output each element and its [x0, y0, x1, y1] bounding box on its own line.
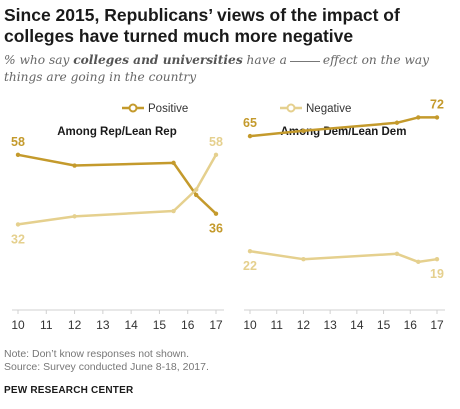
- panel1-series-positive-point: [171, 160, 176, 166]
- panel1-series-negative-point: [213, 152, 219, 158]
- source-text: Source: Survey conducted June 8-18, 2017…: [4, 361, 209, 373]
- panel1-x-tick-label-17: 17: [209, 318, 223, 332]
- panel1-series-negative-point: [171, 208, 176, 214]
- panel2-series-negative-line: [249, 249, 438, 264]
- panel2-x-tick-label-13: 13: [323, 318, 337, 332]
- panel2-x-tick-label-10: 10: [243, 318, 257, 332]
- panel2-series-positive-point: [247, 133, 253, 139]
- panel2-series-negative-point: [301, 256, 306, 262]
- subtitle-mid: have a: [242, 53, 287, 67]
- panel2-series-negative-point: [416, 259, 421, 265]
- panel1-x-tick-label-13: 13: [96, 318, 110, 332]
- panel2-series-positive-point: [434, 115, 440, 120]
- panel2-data-label-negative-start: 22: [243, 259, 257, 273]
- org-name: PEW RESEARCH CENTER: [4, 385, 134, 396]
- panel2-series-negative-point: [434, 256, 440, 262]
- subtitle-blank: [289, 61, 320, 62]
- chart-title: Since 2015, Republicans’ views of the im…: [4, 5, 400, 46]
- panel1-x-tick-label-15: 15: [153, 318, 167, 332]
- panel1-series-negative-point: [194, 187, 199, 192]
- panel2-data-label-negative-end: 19: [430, 267, 444, 281]
- panel1-legend-label-positive: Positive: [148, 103, 188, 115]
- panel1-series-negative-point: [15, 222, 21, 227]
- notes: Note: Don’t know responses not shown. So…: [4, 348, 209, 374]
- panel2-legend-marker: [286, 103, 296, 113]
- panel1-x-tick-label-11: 11: [40, 318, 53, 332]
- panel2-data-label-positive-start: 65: [243, 116, 257, 130]
- note-text: Note: Don’t know responses not shown.: [4, 348, 190, 360]
- panel1-series-positive-point: [213, 211, 219, 216]
- panel1-series-negative-point: [72, 214, 77, 219]
- panel2-x-tick-label-12: 12: [297, 318, 311, 332]
- panel2-data-label-positive-end: 72: [430, 97, 444, 111]
- panel1-x-tick-label-16: 16: [181, 318, 195, 332]
- panel1-title: Among Rep/Lean Rep: [57, 126, 176, 138]
- panel1-series-positive-point: [72, 163, 77, 168]
- panel2-x-tick-label-16: 16: [404, 318, 418, 332]
- panel1-data-label-positive-end: 36: [209, 222, 223, 236]
- panel2-x-tick-label-17: 17: [430, 318, 444, 332]
- panel2-x-tick-label-15: 15: [377, 318, 391, 332]
- panel2-series-positive-point: [416, 115, 421, 120]
- panel2-x-tick-label-11: 11: [270, 318, 283, 332]
- panel1-x-tick-label-10: 10: [11, 318, 25, 332]
- panel1-x-tick-label-14: 14: [124, 318, 138, 332]
- panel1-series-positive-point: [15, 152, 21, 158]
- panel2-series-positive-point: [301, 128, 306, 133]
- panel2-legend-label-negative: Negative: [306, 103, 351, 115]
- subtitle-post: effect on the way things are going in th…: [4, 53, 430, 84]
- panel2-series-negative-point: [394, 251, 400, 257]
- panel1-data-label-negative-end: 58: [209, 135, 223, 149]
- panel1-legend-marker: [128, 103, 138, 113]
- chart-subtitle: % who say colleges and universities have…: [4, 52, 456, 86]
- panel2-series-positive-point: [394, 120, 400, 125]
- panel1-x-tick-label-12: 12: [68, 318, 82, 332]
- panel2-x-tick-label-14: 14: [350, 318, 364, 332]
- panel1-data-label-negative-start: 32: [11, 232, 25, 246]
- panel2-series-negative-point: [247, 248, 253, 254]
- panel1-series-positive-point: [194, 192, 199, 198]
- panel1-data-label-positive-start: 58: [11, 135, 25, 149]
- subtitle-bold: colleges and universities: [73, 53, 243, 67]
- panel1-series-positive-line: [17, 153, 217, 215]
- subtitle-pre: % who say: [4, 53, 74, 67]
